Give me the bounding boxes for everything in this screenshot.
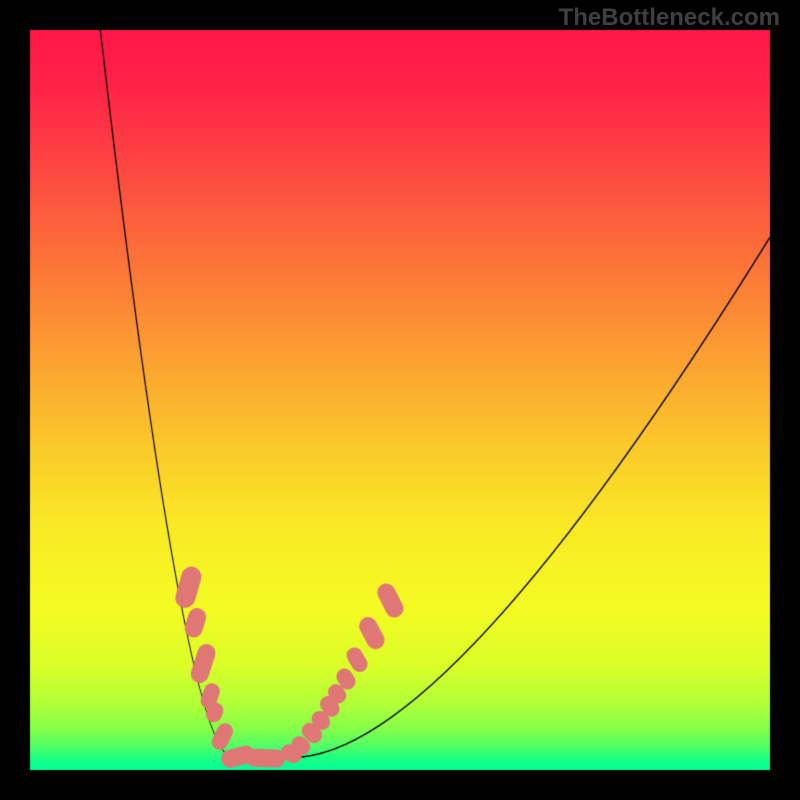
chart-container: TheBottleneck.com xyxy=(0,0,800,800)
bottleneck-chart-canvas xyxy=(0,0,800,800)
